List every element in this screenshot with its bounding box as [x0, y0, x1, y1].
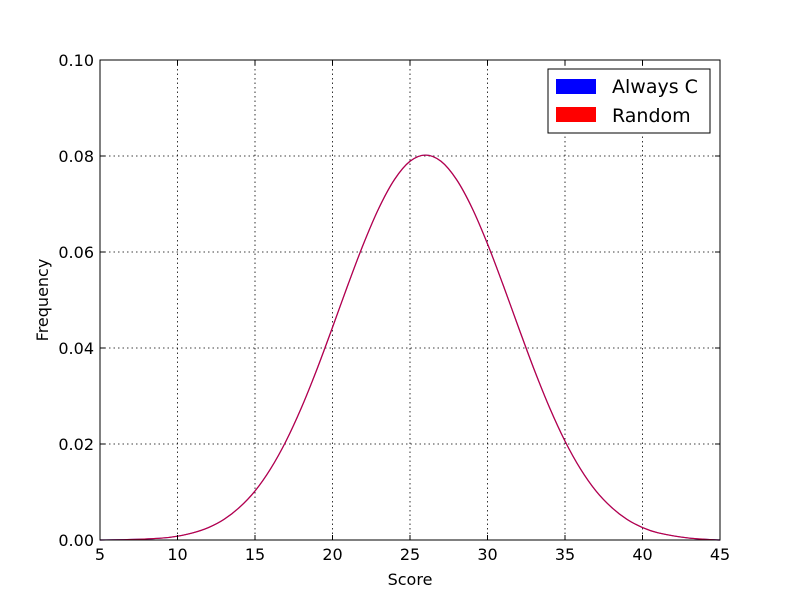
- x-tick-label: 35: [555, 545, 575, 564]
- x-tick-label: 5: [95, 545, 105, 564]
- legend-swatch-random: [556, 107, 596, 122]
- x-tick-label: 10: [167, 545, 187, 564]
- y-tick-label: 0.06: [58, 243, 94, 262]
- y-tick-label: 0.02: [58, 435, 94, 454]
- y-tick-label: 0.04: [58, 339, 94, 358]
- grid: [100, 60, 720, 540]
- x-axis-label: Score: [388, 570, 433, 589]
- x-tick-label: 25: [400, 545, 420, 564]
- x-tick-label: 15: [245, 545, 265, 564]
- legend: Always C Random: [547, 68, 711, 134]
- y-tick-label: 0.08: [58, 147, 94, 166]
- series-line-random: [99, 154, 721, 541]
- y-tick-label: 0.10: [58, 51, 94, 70]
- legend-label-always-c: Always C: [612, 76, 698, 98]
- ticks: [99, 59, 721, 541]
- legend-swatch-always-c: [556, 79, 596, 94]
- legend-label-random: Random: [612, 105, 691, 127]
- series-layer: [99, 154, 721, 541]
- y-axis-label: Frequency: [33, 259, 52, 342]
- x-tick-label: 45: [710, 545, 730, 564]
- tick-labels: 5 10 15 20 25 30 35 40 45 0.00 0.02 0.04 0.06 0.08 0.1…: [58, 51, 730, 564]
- x-tick-label: 20: [322, 545, 342, 564]
- y-tick-label: 0.00: [58, 531, 94, 550]
- x-tick-label: 30: [477, 545, 497, 564]
- x-tick-label: 40: [632, 545, 652, 564]
